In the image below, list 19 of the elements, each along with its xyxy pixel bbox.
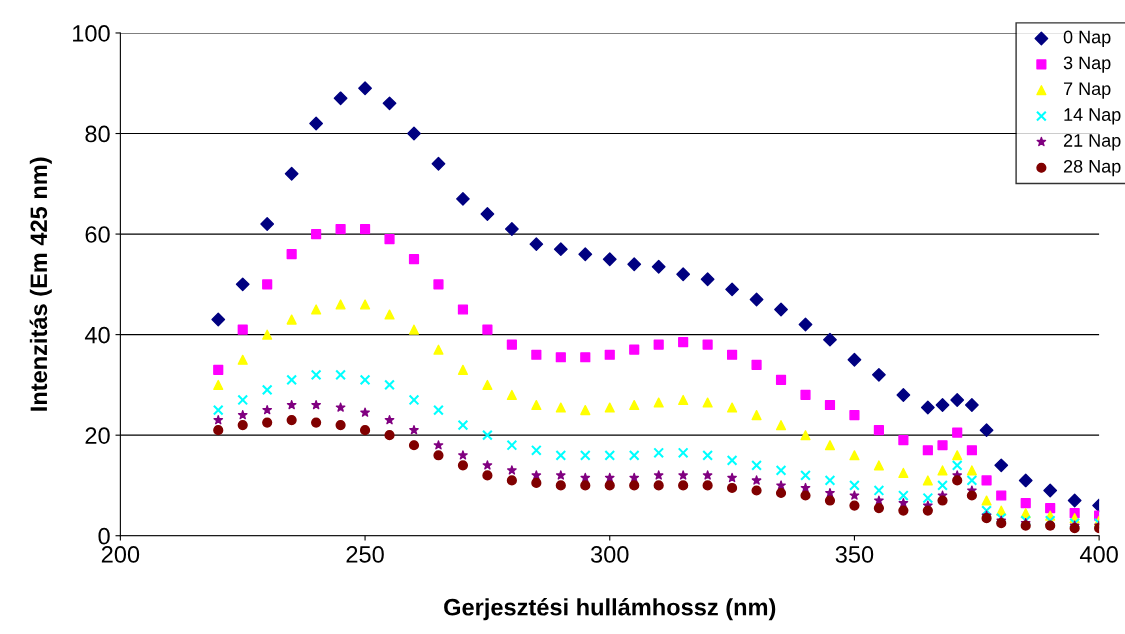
x-tick-label: 200 [101,546,140,563]
legend-label: 21 Nap [1063,134,1121,151]
y-tick-label: 80 [85,125,110,143]
x-tick-label: 250 [346,546,384,563]
y-tick-label: 20 [85,427,110,444]
legend-label: 28 Nap [1063,159,1121,177]
x-axis-title: Gerjesztési hullámhossz (nm) [444,598,776,621]
y-tick-label: 100 [73,25,110,42]
x-tick-label: 400 [1079,546,1118,563]
legend-label: 14 Nap [1064,108,1121,125]
y-tick-label: 0 [98,527,110,545]
x-tick-label: 350 [835,546,874,563]
x-tick-label: 300 [590,546,629,563]
legend-label: 7 Nap [1063,82,1111,99]
legend-label: 0 Nap [1063,30,1111,47]
y-axis-title: Intenzitás (Em 425 nm) [29,157,52,411]
y-tick-label: 60 [85,226,110,243]
legend-label: 3 Nap [1063,56,1111,73]
y-tick-label: 40 [84,326,110,344]
